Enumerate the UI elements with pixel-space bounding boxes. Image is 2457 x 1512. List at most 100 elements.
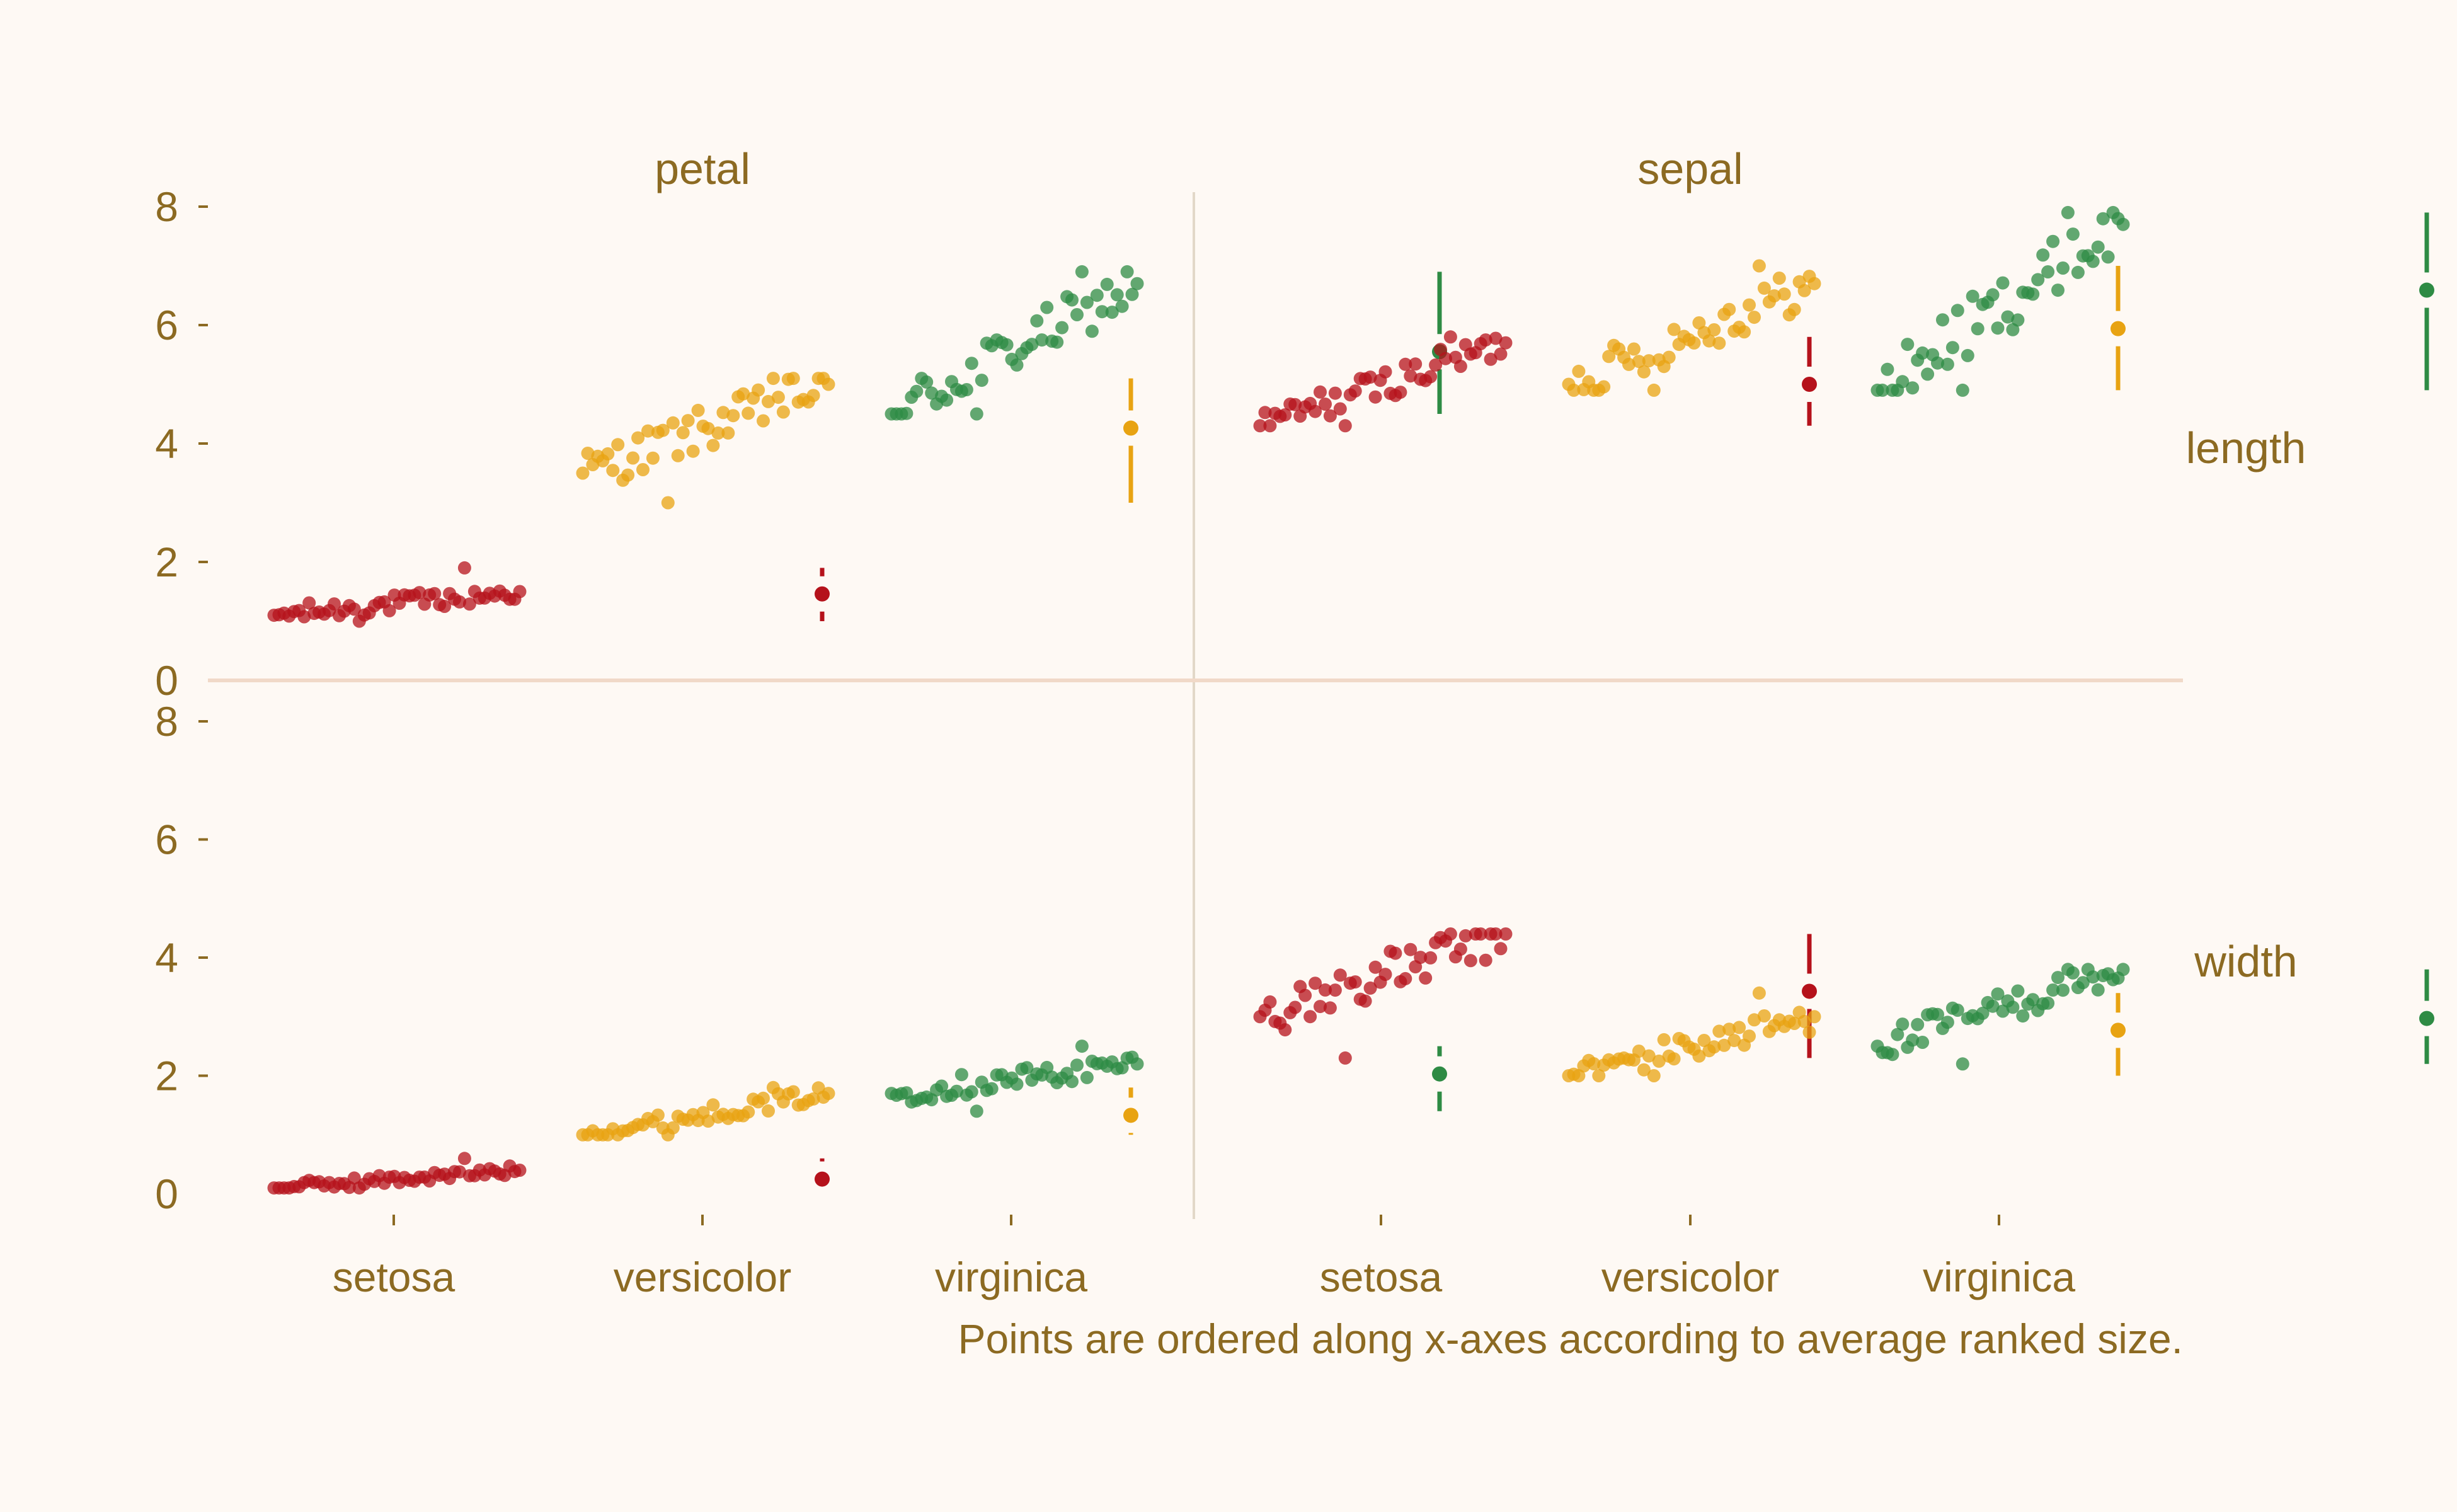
data-point-setosa xyxy=(1399,971,1412,985)
data-point-setosa xyxy=(382,604,396,617)
data-point-virginica xyxy=(2011,984,2025,998)
data-point-versicolor xyxy=(1647,383,1661,397)
data-point-virginica xyxy=(2001,310,2015,324)
data-point-versicolor xyxy=(1667,1052,1681,1066)
data-point-versicolor xyxy=(1722,1022,1736,1036)
data-point-setosa xyxy=(1499,927,1513,941)
data-point-setosa xyxy=(428,587,442,600)
data-point-virginica xyxy=(940,393,954,407)
data-point-setosa xyxy=(1263,419,1277,433)
data-point-virginica xyxy=(2041,996,2055,1010)
data-point-versicolor xyxy=(1757,281,1771,295)
data-point-versicolor xyxy=(1642,354,1656,368)
mean-point-virginica xyxy=(2419,1011,2434,1026)
data-point-virginica xyxy=(1916,346,1930,360)
data-point-virginica xyxy=(959,383,973,396)
data-point-versicolor xyxy=(762,394,775,408)
data-point-virginica xyxy=(2101,250,2115,264)
data-point-versicolor xyxy=(1632,355,1646,369)
mean-point-virginica xyxy=(1432,1066,1447,1082)
data-point-virginica xyxy=(1906,381,1920,395)
data-point-virginica xyxy=(2006,1000,2020,1014)
data-point-versicolor xyxy=(721,426,735,440)
data-point-versicolor xyxy=(726,409,740,423)
data-point-versicolor xyxy=(651,1108,665,1122)
data-point-virginica xyxy=(975,374,988,387)
mean-point-versicolor xyxy=(1123,420,1138,436)
data-point-setosa xyxy=(438,600,452,613)
data-point-versicolor xyxy=(681,414,695,428)
data-point-setosa xyxy=(1368,390,1382,404)
data-point-setosa xyxy=(1404,369,1418,383)
data-point-versicolor xyxy=(1712,1024,1726,1038)
data-point-versicolor xyxy=(786,1085,800,1099)
data-point-versicolor xyxy=(601,447,615,461)
data-point-virginica xyxy=(1916,1036,1930,1049)
data-point-virginica xyxy=(1936,313,1949,327)
data-point-virginica xyxy=(900,406,914,420)
data-point-setosa xyxy=(328,597,341,611)
facet-label-petal: petal xyxy=(655,144,750,193)
data-point-setosa xyxy=(1363,370,1377,384)
data-point-versicolor xyxy=(1732,1021,1746,1034)
data-point-virginica xyxy=(1940,357,1954,371)
data-point-setosa xyxy=(1453,942,1467,956)
panel-sepal-width xyxy=(1253,927,2434,1082)
data-point-virginica xyxy=(1896,1017,1910,1031)
data-point-versicolor xyxy=(666,416,680,430)
data-point-setosa xyxy=(1424,951,1438,965)
data-point-setosa xyxy=(1474,927,1487,941)
x-tick-label-setosa: setosa xyxy=(333,1254,455,1300)
data-point-versicolor xyxy=(636,463,650,476)
data-point-versicolor xyxy=(1797,284,1811,297)
data-point-virginica xyxy=(950,1084,963,1098)
data-point-versicolor xyxy=(1787,302,1801,316)
data-point-virginica xyxy=(2066,966,2080,980)
data-point-versicolor xyxy=(786,372,800,386)
x-tick-label-virginica: virginica xyxy=(1923,1254,2075,1300)
data-point-virginica xyxy=(1976,1006,1990,1020)
data-point-versicolor xyxy=(1667,323,1681,336)
data-point-virginica xyxy=(1075,1040,1089,1053)
data-point-virginica xyxy=(1110,288,1124,302)
data-point-versicolor xyxy=(1777,287,1791,301)
data-point-setosa xyxy=(1453,360,1467,373)
data-point-virginica xyxy=(1075,265,1089,278)
data-point-virginica xyxy=(1000,338,1014,352)
data-point-virginica xyxy=(1125,287,1139,301)
data-point-setosa xyxy=(1389,946,1402,960)
data-point-versicolor xyxy=(1717,1038,1731,1052)
data-point-versicolor xyxy=(742,406,755,420)
data-point-virginica xyxy=(1130,277,1144,290)
data-marks xyxy=(267,205,2434,1195)
data-point-virginica xyxy=(1090,289,1104,302)
data-point-versicolor xyxy=(1752,986,1766,1000)
data-point-setosa xyxy=(1263,995,1277,1009)
data-point-virginica xyxy=(1945,341,1959,355)
data-point-versicolor xyxy=(1738,325,1751,339)
data-point-versicolor xyxy=(1757,1009,1771,1022)
data-point-setosa xyxy=(1278,1023,1292,1037)
y-tick-label: 4 xyxy=(155,420,178,467)
data-point-setosa xyxy=(1309,404,1322,418)
data-point-versicolor xyxy=(576,466,590,480)
data-point-versicolor xyxy=(621,468,635,482)
data-point-virginica xyxy=(1100,277,1114,291)
data-point-setosa xyxy=(302,596,316,610)
data-point-virginica xyxy=(1035,333,1049,347)
data-point-versicolor xyxy=(656,423,670,437)
data-point-setosa xyxy=(1348,384,1362,398)
data-point-versicolor xyxy=(1587,1057,1601,1070)
data-point-versicolor xyxy=(1743,298,1756,312)
data-point-versicolor xyxy=(757,1091,770,1105)
panel-sepal-length xyxy=(1253,205,2434,433)
data-point-virginica xyxy=(2051,284,2065,297)
data-point-versicolor xyxy=(806,389,820,403)
data-point-virginica xyxy=(1986,288,2000,302)
data-point-versicolor xyxy=(1692,316,1706,329)
data-point-setosa xyxy=(1278,408,1292,421)
data-point-setosa xyxy=(457,1152,471,1166)
data-point-virginica xyxy=(925,1093,939,1107)
data-point-virginica xyxy=(1950,1004,1964,1017)
data-point-setosa xyxy=(1288,1000,1302,1014)
